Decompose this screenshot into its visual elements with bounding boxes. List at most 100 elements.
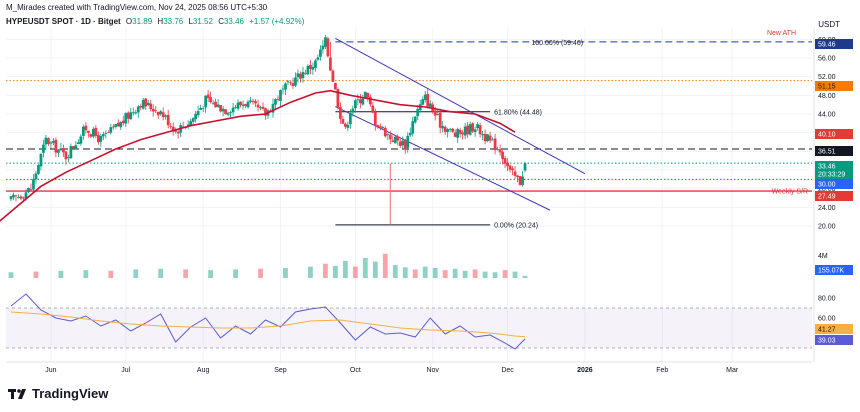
candle-body <box>321 45 325 50</box>
candle-body <box>54 139 58 153</box>
price-tag-bg <box>815 81 853 91</box>
volume-bar <box>258 268 263 278</box>
candle-body <box>244 104 247 106</box>
candle-body <box>473 129 477 133</box>
tradingview-logo[interactable]: TradingView <box>8 386 108 401</box>
price-tag-bg <box>815 146 853 156</box>
candle-body <box>42 144 45 153</box>
symbol-header: HYPEUSDT SPOT · 1D · Bitget O31.89 H33.7… <box>6 17 304 26</box>
candle-body <box>376 125 380 128</box>
candle-body <box>339 106 342 119</box>
candle-body <box>24 192 28 199</box>
candle-body <box>111 126 115 128</box>
tradingview-icon <box>8 388 26 399</box>
volume-bar <box>233 269 238 278</box>
time-tick-9: Mar <box>726 367 739 374</box>
candle-body <box>403 140 407 149</box>
candle-body <box>428 103 432 107</box>
candle-body <box>39 154 43 167</box>
volume-pane: 4M <box>8 253 828 278</box>
price-tag-bg <box>815 129 853 139</box>
candle-body <box>503 158 507 164</box>
candle-body <box>191 118 195 122</box>
candle-body <box>166 114 170 126</box>
candle-body <box>256 104 260 108</box>
ohlc-high: H33.76 <box>157 17 184 26</box>
volume-bar <box>512 271 518 278</box>
symbol-title[interactable]: HYPEUSDT SPOT · 1D · Bitget <box>6 17 121 26</box>
volume-axis-label: 4M <box>818 253 828 260</box>
candle-body <box>221 108 225 112</box>
volume-bar <box>308 266 313 278</box>
candle-body <box>296 73 300 78</box>
candle-body <box>44 137 48 145</box>
candle-body <box>136 106 140 113</box>
grid <box>6 28 812 362</box>
candle-body <box>276 98 280 100</box>
candle-body <box>249 100 252 102</box>
candle-body <box>171 126 175 132</box>
candle-body <box>64 151 68 160</box>
candle-body <box>458 129 462 134</box>
tradingview-wordmark: TradingView <box>32 386 109 401</box>
candle-body <box>316 57 320 60</box>
candle-body <box>348 112 352 125</box>
candle-body <box>9 196 13 200</box>
candle-body <box>251 100 255 102</box>
volume-bar <box>208 270 214 278</box>
candle-body <box>134 112 138 114</box>
time-tick-1: Jul <box>121 367 130 374</box>
candle-body <box>52 141 55 143</box>
ohlc-close: C33.46 <box>218 17 244 26</box>
candle-body <box>411 121 415 134</box>
candle-body <box>496 148 499 150</box>
candle-body <box>211 102 215 104</box>
candle-body <box>76 142 80 145</box>
candle-body <box>284 83 287 90</box>
candle-body <box>421 99 425 105</box>
candle-body <box>443 126 447 132</box>
candle-body <box>62 147 65 153</box>
volume-bar <box>158 268 164 278</box>
candle-body <box>358 99 362 104</box>
volume-bar <box>108 270 114 278</box>
candle-body <box>196 111 200 116</box>
candle-body <box>186 124 190 127</box>
candle-body <box>32 179 35 190</box>
price-tag-5: 20:33:29 <box>818 172 845 179</box>
candle-body <box>49 142 53 144</box>
volume-bar <box>83 270 89 278</box>
price-tag-6: 30.00 <box>818 182 836 189</box>
horizontal-levels <box>6 41 812 226</box>
volume-bar <box>183 269 189 278</box>
candle-body <box>149 103 153 110</box>
candle-body <box>104 133 108 134</box>
price-tag-3: 36.51 <box>818 149 836 156</box>
moving-average <box>0 89 516 222</box>
candle-body <box>121 120 125 124</box>
price-change: +1.57 (+4.92%) <box>249 17 305 26</box>
candle-body <box>169 125 173 127</box>
candle-body <box>94 127 98 136</box>
candle-body <box>124 113 128 124</box>
candle-body <box>346 124 350 128</box>
annotation-weekly-sr: Weekly S/R <box>772 189 808 196</box>
candle-body <box>416 108 420 117</box>
volume-bar <box>342 260 348 278</box>
candle-body <box>371 105 375 113</box>
candle-body <box>246 101 250 108</box>
candle-body <box>219 105 222 112</box>
candle-body <box>438 112 442 128</box>
candle-body <box>353 100 357 109</box>
candle-body <box>513 171 517 176</box>
candle-body <box>334 82 337 90</box>
candle-body <box>37 165 40 174</box>
candle-body <box>433 110 437 116</box>
candle-body <box>481 134 484 136</box>
price-tag-1: 51.15 <box>818 84 836 91</box>
candle-body <box>279 90 282 101</box>
volume-bar <box>522 275 528 278</box>
candle-body <box>86 130 90 133</box>
candle-body <box>91 128 95 137</box>
